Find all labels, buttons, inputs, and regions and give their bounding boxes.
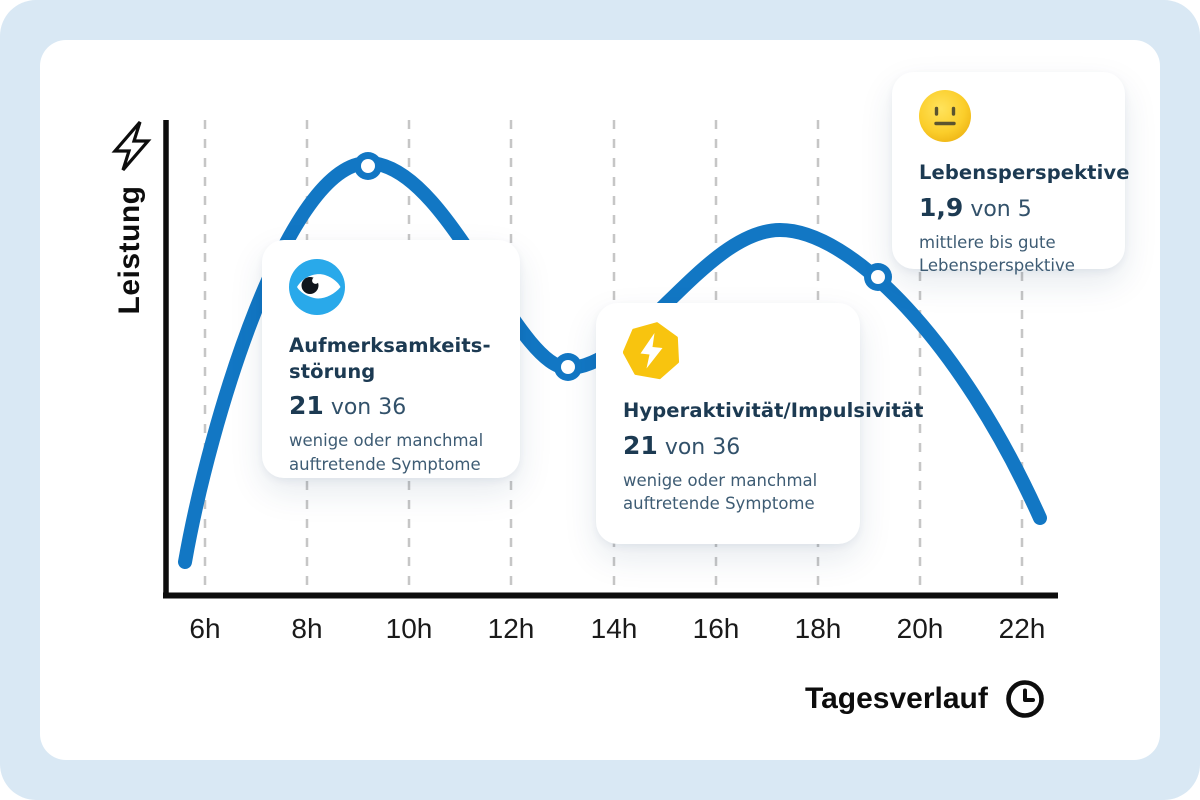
x-axis-label: Tagesverlauf xyxy=(805,682,988,715)
eye-icon xyxy=(289,259,496,319)
score-value: 21 xyxy=(623,430,658,460)
x-tick-8h: 8h xyxy=(291,613,323,644)
card-hyperactivity: Hyperaktivität/Impulsivität 21 von 36 wen… xyxy=(596,303,924,544)
y-axis-label: Leistung xyxy=(113,185,146,315)
x-tick-6h: 6h xyxy=(189,613,221,644)
x-tick-10h: 10h xyxy=(385,613,433,644)
x-tick-20h: 20h xyxy=(896,613,944,644)
x-tick-12h: 12h xyxy=(487,613,535,644)
curve-marker-morning-peak-center xyxy=(361,159,375,173)
score-total: von 36 xyxy=(330,395,407,421)
curve-marker-evening-center xyxy=(871,270,885,284)
card-description: wenige oder manchmal auftretende Symptom… xyxy=(623,470,818,514)
lightning-outline-icon xyxy=(106,118,158,174)
card-title: Aufmerksamkeits­störung xyxy=(289,334,491,383)
x-axis-label-group: Tagesverlauf xyxy=(805,678,1046,720)
card-life-perspective: Lebensperspektive 1,9 von 5 mittlere bis … xyxy=(892,72,1130,275)
x-tick-22h: 22h xyxy=(998,613,1046,644)
card-description: wenige oder manchmal auftretende Symptom… xyxy=(289,431,484,474)
score-value: 21 xyxy=(289,391,324,421)
score-value: 1,9 xyxy=(919,192,964,222)
lightning-heptagon-icon xyxy=(622,322,836,384)
card-title: Hyperaktivität/Impulsivität xyxy=(623,399,924,422)
x-tick-14h: 14h xyxy=(590,613,638,644)
card-score: 21 von 36 xyxy=(623,431,836,460)
card-title: Lebensperspektive xyxy=(919,161,1130,184)
axes xyxy=(163,120,1058,599)
card-description: mittlere bis gute Lebensperspektive xyxy=(919,232,1075,276)
card-score: 1,9 von 5 xyxy=(919,193,1101,222)
curve-markers xyxy=(354,152,892,381)
x-tick-16h: 16h xyxy=(692,613,740,644)
card-attention-disorder: Aufmerksamkeits­störung 21 von 36 wenige … xyxy=(262,240,520,478)
x-tick-18h: 18h xyxy=(794,613,842,644)
card-score: 21 von 36 xyxy=(289,391,496,420)
neutral-face-icon xyxy=(919,90,1101,146)
curve-marker-midday-dip-center xyxy=(561,360,575,374)
score-total: von 5 xyxy=(970,196,1032,222)
score-total: von 36 xyxy=(664,434,741,460)
clock-icon xyxy=(1004,678,1046,720)
